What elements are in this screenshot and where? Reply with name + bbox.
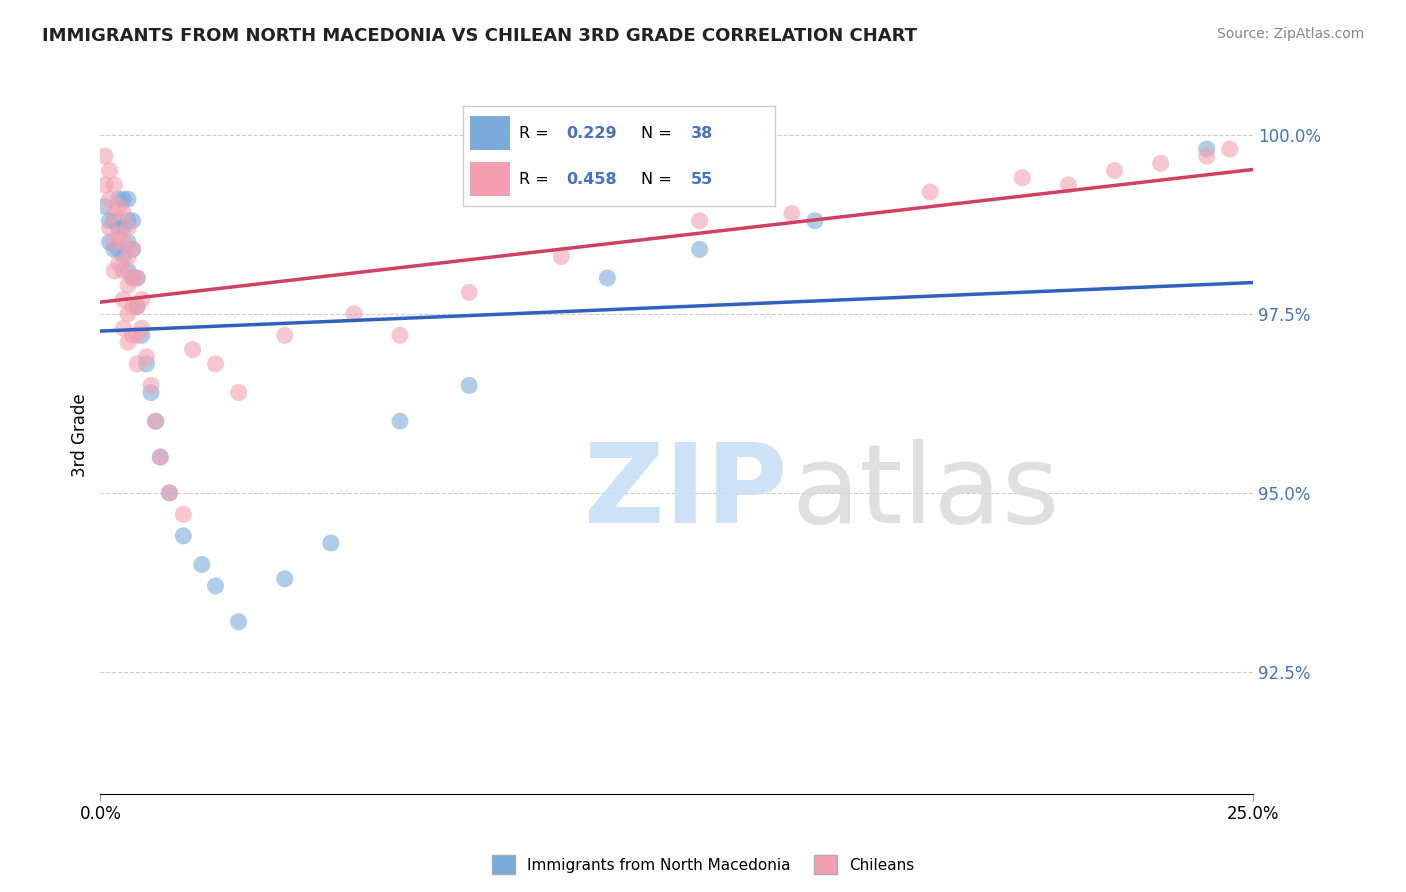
Point: [204, 579, 226, 593]
Point: [145, 414, 167, 428]
Point: [458, 378, 481, 392]
Point: [145, 414, 167, 428]
Point: [121, 243, 143, 257]
Point: [139, 385, 162, 400]
Point: [98, 220, 121, 235]
Point: [103, 206, 125, 220]
Text: Source: ZipAtlas.com: Source: ZipAtlas.com: [1216, 27, 1364, 41]
Point: [139, 378, 162, 392]
Point: [274, 572, 297, 586]
Point: [149, 450, 172, 464]
Point: [131, 328, 153, 343]
Point: [127, 271, 149, 285]
Point: [117, 192, 139, 206]
Point: [172, 529, 194, 543]
Point: [117, 307, 139, 321]
Point: [458, 285, 481, 300]
Point: [117, 213, 139, 227]
Point: [159, 486, 181, 500]
Point: [112, 220, 135, 235]
Point: [107, 257, 129, 271]
Point: [228, 385, 250, 400]
Point: [131, 293, 153, 307]
Point: [127, 300, 149, 314]
Point: [103, 213, 125, 227]
Point: [103, 178, 125, 192]
Point: [98, 163, 121, 178]
Point: [107, 243, 129, 257]
Point: [689, 243, 711, 257]
Point: [107, 199, 129, 213]
Point: [159, 486, 181, 500]
Point: [135, 357, 157, 371]
Point: [131, 321, 153, 335]
Point: [1057, 178, 1080, 192]
Text: atlas: atlas: [792, 440, 1060, 547]
Point: [319, 536, 342, 550]
Point: [689, 213, 711, 227]
Point: [121, 213, 143, 227]
Point: [127, 357, 149, 371]
Point: [135, 350, 157, 364]
Point: [107, 220, 129, 235]
Point: [920, 185, 942, 199]
Point: [780, 206, 803, 220]
Point: [343, 307, 366, 321]
Point: [117, 264, 139, 278]
Point: [94, 149, 117, 163]
Point: [1195, 142, 1218, 156]
Point: [117, 250, 139, 264]
Point: [204, 357, 226, 371]
Point: [112, 321, 135, 335]
Point: [121, 271, 143, 285]
Point: [103, 235, 125, 249]
Point: [112, 264, 135, 278]
Point: [121, 300, 143, 314]
Point: [127, 300, 149, 314]
Point: [98, 235, 121, 249]
Point: [117, 220, 139, 235]
Point: [112, 250, 135, 264]
Point: [1011, 170, 1033, 185]
Point: [149, 450, 172, 464]
Point: [103, 264, 125, 278]
Point: [117, 278, 139, 293]
Point: [107, 227, 129, 242]
Point: [388, 328, 411, 343]
Point: [112, 235, 135, 249]
Point: [107, 192, 129, 206]
Text: ZIP: ZIP: [585, 440, 787, 547]
Point: [112, 293, 135, 307]
Point: [94, 178, 117, 192]
Legend: Immigrants from North Macedonia, Chileans: Immigrants from North Macedonia, Chilean…: [486, 849, 920, 880]
Point: [121, 243, 143, 257]
Point: [181, 343, 204, 357]
Point: [172, 508, 194, 522]
Point: [121, 271, 143, 285]
Point: [127, 271, 149, 285]
Point: [274, 328, 297, 343]
Text: IMMIGRANTS FROM NORTH MACEDONIA VS CHILEAN 3RD GRADE CORRELATION CHART: IMMIGRANTS FROM NORTH MACEDONIA VS CHILE…: [42, 27, 917, 45]
Point: [1149, 156, 1171, 170]
Point: [191, 558, 214, 572]
Point: [94, 199, 117, 213]
Point: [596, 271, 619, 285]
Point: [117, 235, 139, 249]
Point: [103, 243, 125, 257]
Y-axis label: 3rd Grade: 3rd Grade: [72, 393, 89, 477]
Point: [550, 250, 572, 264]
Point: [112, 206, 135, 220]
Point: [112, 192, 135, 206]
Point: [804, 213, 827, 227]
Point: [1104, 163, 1126, 178]
Point: [121, 328, 143, 343]
Point: [228, 615, 250, 629]
Point: [98, 213, 121, 227]
Point: [127, 328, 149, 343]
Point: [1195, 149, 1218, 163]
Point: [98, 192, 121, 206]
Point: [388, 414, 411, 428]
Point: [1219, 142, 1241, 156]
Point: [117, 335, 139, 350]
